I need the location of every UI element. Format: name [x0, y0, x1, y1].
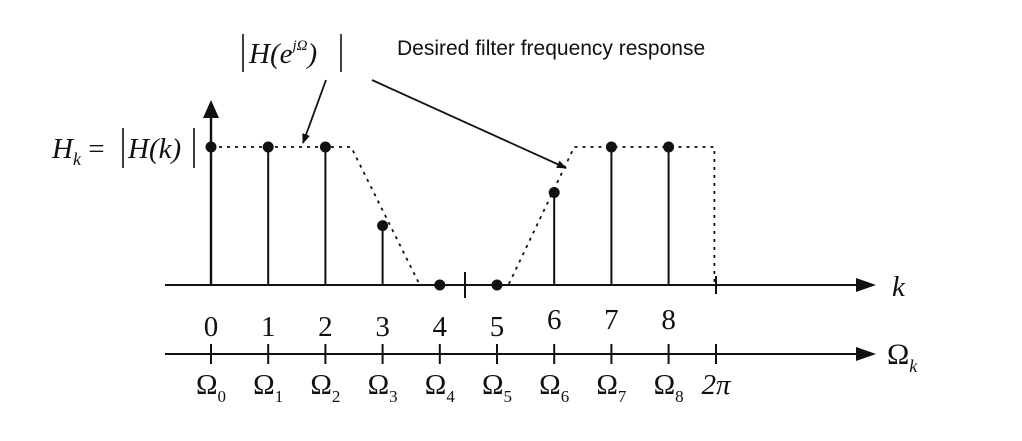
k-tick-label-7: 7 — [604, 304, 619, 336]
vertical-axis-arrowhead — [203, 100, 219, 118]
continuous-response-expression: H(ejΩ) — [248, 38, 317, 70]
omega-tick-label-7: Ω7 — [596, 369, 627, 406]
omega-tick-label-5: Ω5 — [482, 369, 512, 406]
pointer-arrow-to-transition — [371, 79, 567, 169]
omega-tick-label-4: Ω4 — [425, 369, 456, 406]
k-tick-label-0: 0 — [204, 311, 219, 343]
sample-magnitude-expression: H(k) — [127, 133, 181, 165]
omega-tick-label-3: Ω3 — [368, 369, 398, 406]
svg-text:Hk =: Hk = — [51, 133, 105, 169]
omega-tick-label-9: 2π — [701, 369, 732, 401]
omega-tick-label-6: Ω6 — [539, 369, 569, 406]
desired-response-curve — [211, 146, 716, 286]
omega-tick-label-2: Ω2 — [310, 369, 340, 406]
k-tick-label-8: 8 — [661, 304, 676, 336]
sample-point-6 — [548, 187, 560, 199]
omega-axis-ticks: Ω0 Ω1 Ω2 Ω3 Ω4 Ω5 Ω6 Ω7 Ω8 2π — [196, 344, 732, 406]
k-axis-arrowhead — [856, 278, 876, 292]
k-tick-label-6: 6 — [547, 304, 562, 336]
omega-axis-arrowhead — [856, 347, 876, 361]
sample-point-1 — [262, 141, 274, 153]
k-tick-label-1: 1 — [261, 311, 276, 343]
omega-tick-label-8: Ω8 — [654, 369, 684, 406]
omega-tick-label-0: Ω0 — [196, 369, 226, 406]
desired-response-annotation: Desired filter frequency response — [397, 37, 705, 60]
continuous-response-label: H(ejΩ) — [242, 34, 342, 72]
omega-axis-label: Ωk — [887, 338, 918, 376]
k-tick-label-4: 4 — [433, 311, 448, 343]
k-tick-label-3: 3 — [375, 311, 390, 343]
k-axis-tick-labels: 0 1 2 3 4 5 6 7 8 — [204, 304, 676, 343]
desired-response-line — [211, 146, 716, 286]
sample-magnitude-label: Hk = H(k) — [51, 128, 195, 169]
k-tick-label-5: 5 — [490, 311, 505, 343]
k-axis-label: k — [892, 271, 906, 303]
sample-point-7 — [605, 141, 617, 153]
omega-tick-label-1: Ω1 — [253, 369, 283, 406]
pointer-arrow-to-passband — [302, 79, 327, 144]
sample-point-2 — [319, 141, 331, 153]
sample-point-3 — [377, 220, 389, 232]
sample-point-8 — [663, 141, 675, 153]
sample-stems — [205, 141, 675, 291]
k-tick-label-2: 2 — [318, 311, 333, 343]
